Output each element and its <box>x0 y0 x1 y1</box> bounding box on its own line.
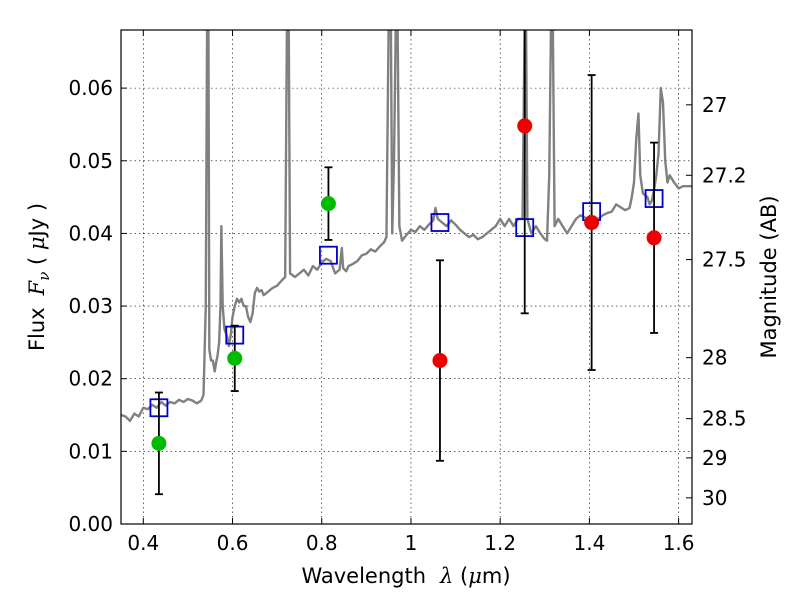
y2-tick-label: 30 <box>702 486 727 510</box>
y-tick-label: 0.05 <box>68 149 113 173</box>
x-tick-label: 0.6 <box>217 531 249 555</box>
tick-marks <box>121 30 692 525</box>
observed-flux-point <box>646 230 662 246</box>
observed-flux-point <box>584 215 600 231</box>
y-tick-label: 0.01 <box>68 439 113 463</box>
x-tick-label: 1.2 <box>484 531 516 555</box>
y-tick-label: 0.00 <box>68 512 113 536</box>
observed-flux-point <box>432 353 448 369</box>
x-tick-label: 0.4 <box>127 531 159 555</box>
model-spectrum-line <box>121 30 692 423</box>
y-tick-label: 0.03 <box>68 294 113 318</box>
y-tick-label: 0.02 <box>68 367 113 391</box>
y-tick-label: 0.06 <box>68 76 113 100</box>
x-tick-label: 1 <box>405 531 418 555</box>
grid <box>121 30 692 524</box>
axes-frame <box>120 29 693 525</box>
x-tick-label: 1.4 <box>573 531 605 555</box>
observed-flux-point <box>151 435 167 451</box>
y2-tick-label: 29 <box>702 446 727 470</box>
y2-axis-label: Magnitude (AB) <box>757 195 781 358</box>
model-band-square <box>319 245 338 265</box>
y2-tick-label: 27.5 <box>702 248 747 272</box>
plot-area <box>121 30 692 496</box>
y-tick-labels: 0.00 0.01 0.02 0.03 0.04 0.05 0.06 <box>68 76 113 536</box>
y2-tick-label: 27 <box>702 93 727 117</box>
y2-tick-label: 28.5 <box>702 407 747 431</box>
model-band-square <box>430 213 450 232</box>
observed-flux-point <box>320 196 336 212</box>
observed-flux-point <box>517 118 533 134</box>
y2-tick-label: 27.2 <box>702 163 747 187</box>
x-tick-label: 0.8 <box>306 531 338 555</box>
x-axis-label: Wavelength λ (μm) <box>301 564 510 588</box>
y-tick-label: 0.04 <box>68 221 113 245</box>
y-axis-label: FluxFν ( μJy ) <box>25 203 53 351</box>
x-tick-label: 1.6 <box>663 531 695 555</box>
x-tick-labels: 0.4 0.6 0.8 1 1.2 1.4 1.6 <box>127 531 694 555</box>
observed-flux-point <box>227 350 243 366</box>
y2-tick-labels: 27 27.2 27.5 28 28.5 29 30 <box>702 93 747 510</box>
y2-tick-label: 28 <box>702 346 727 370</box>
